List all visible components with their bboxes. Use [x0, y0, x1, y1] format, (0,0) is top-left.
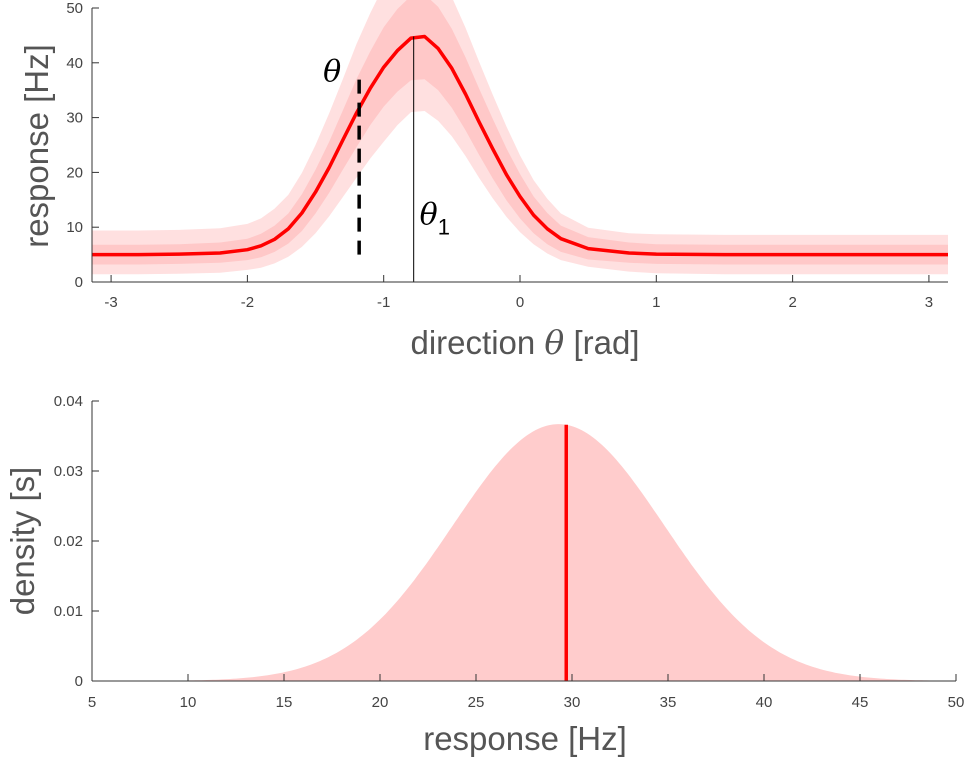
tuning-y-axis-label: response [Hz] [18, 44, 55, 248]
tuning-mean-line [92, 34, 948, 257]
y-tick-label: 0.03 [54, 463, 83, 480]
response-density-chart: 5 10 15 20 25 30 35 40 45 50 0 0.01 0.02 0.03 0.04 res… [4, 393, 964, 757]
density-area [92, 424, 956, 681]
x-tick-label: 15 [276, 694, 293, 711]
x-tick-label: 3 [925, 294, 933, 311]
x-axis-label-word: direction [411, 324, 536, 361]
density-x-axis-label: response [Hz] [423, 720, 627, 757]
y-tick-label: 0.02 [54, 533, 83, 550]
y-tick-label: 0 [75, 673, 83, 690]
x-tick-label: -3 [104, 294, 117, 311]
x-tick-label: 2 [788, 294, 796, 311]
x-axis-label-symbol: θ [544, 323, 564, 362]
y-tick-label: 10 [66, 219, 83, 236]
x-tick-label: -1 [377, 294, 390, 311]
outer-confidence-band [92, 0, 948, 275]
x-tick-label: 30 [564, 694, 581, 711]
x-tick-label: 1 [652, 294, 660, 311]
x-tick-label: 50 [948, 694, 965, 711]
tuning-confidence-bands [92, 0, 948, 275]
x-tick-label: 5 [88, 694, 96, 711]
tuning-x-axis-label: direction θ [rad] [411, 323, 640, 362]
x-tick-label: 45 [852, 694, 869, 711]
x-tick-label: -2 [241, 294, 254, 311]
theta1-annotation: θ1 [420, 197, 450, 239]
y-tick-label: 20 [66, 164, 83, 181]
x-tick-label: 40 [756, 694, 773, 711]
theta1-symbol: θ [420, 197, 438, 232]
x-tick-label: 10 [180, 694, 197, 711]
x-tick-label: 35 [660, 694, 677, 711]
theta-annotation: θ [323, 55, 341, 90]
y-tick-label: 0.04 [54, 393, 83, 410]
x-axis-label-unit: [rad] [573, 324, 639, 361]
y-tick-label: 40 [66, 55, 83, 72]
x-tick-label: 25 [468, 694, 485, 711]
y-tick-label: 0 [75, 274, 83, 291]
x-tick-label: 20 [372, 694, 389, 711]
density-axes: 5 10 15 20 25 30 35 40 45 50 0 0.01 0.02 0.03 0.04 [54, 393, 965, 711]
inner-confidence-band [92, 0, 948, 265]
density-y-axis-label: density [s] [4, 467, 41, 616]
theta1-subscript: 1 [438, 214, 450, 239]
y-tick-label: 50 [66, 0, 83, 17]
y-tick-label: 30 [66, 110, 83, 127]
x-tick-label: 0 [516, 294, 524, 311]
y-tick-label: 0.01 [54, 603, 83, 620]
